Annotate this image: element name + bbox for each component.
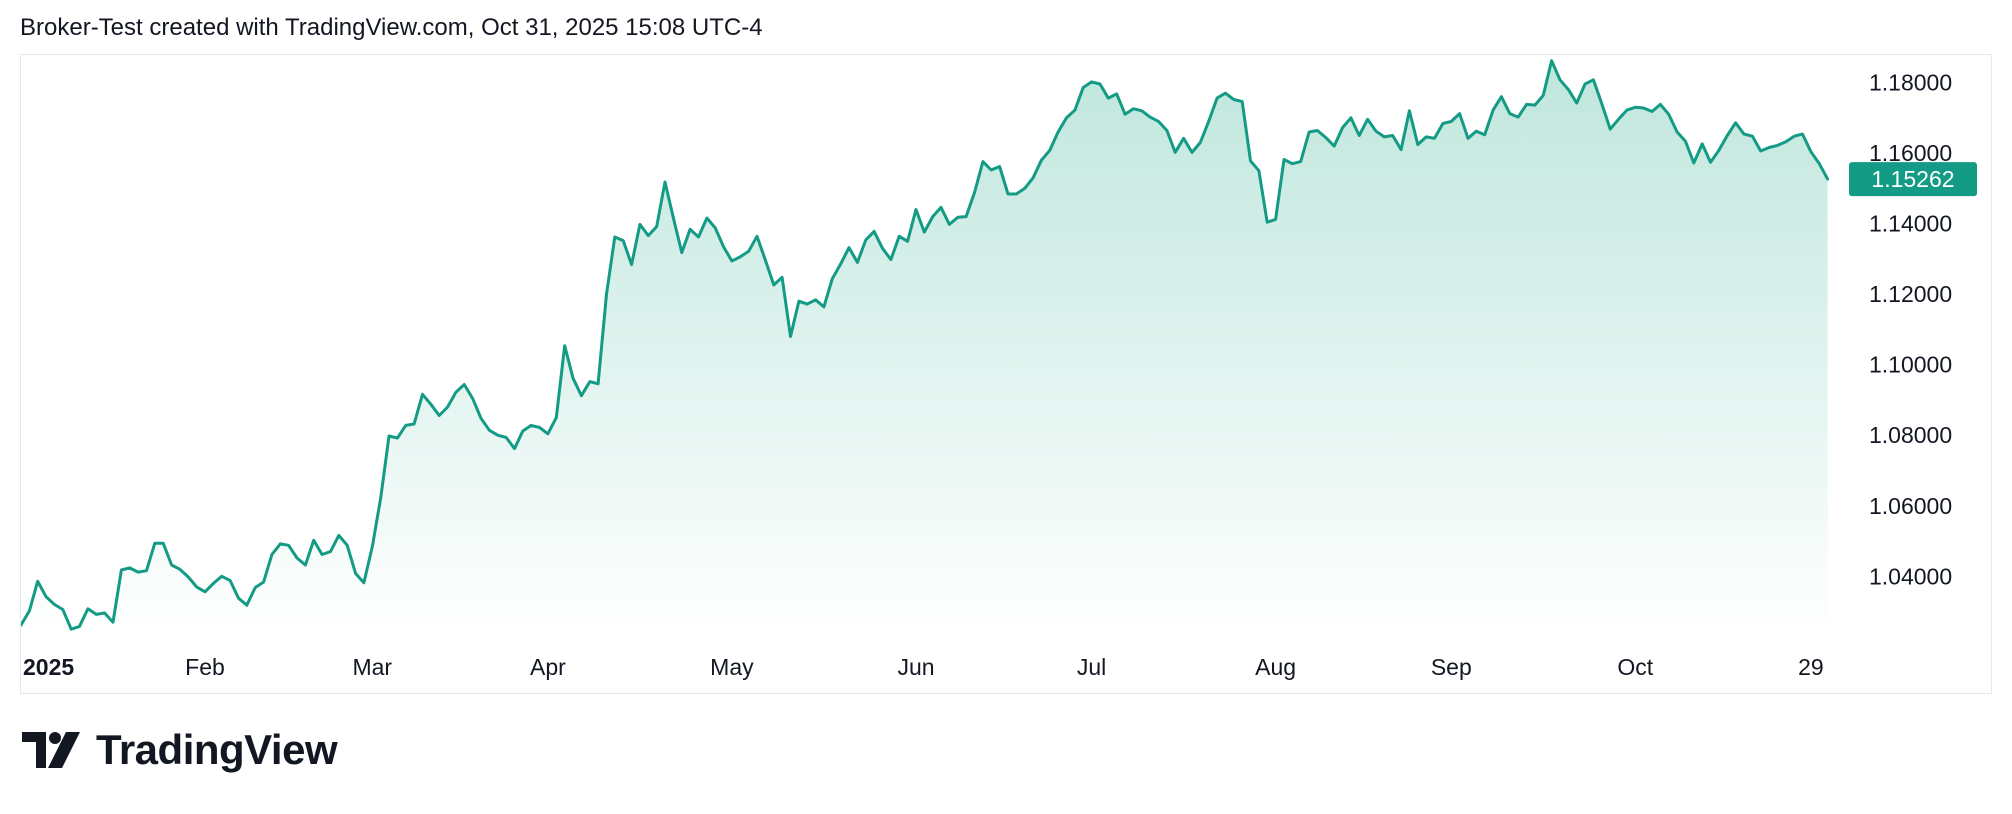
y-tick-label: 1.16000	[1869, 140, 1952, 166]
y-tick-label: 1.08000	[1869, 422, 1952, 448]
brand-name: TradingView	[96, 726, 338, 773]
tradingview-branding[interactable]: TradingView	[22, 726, 338, 774]
tradingview-logo-icon	[22, 732, 80, 768]
y-tick-label: 1.04000	[1869, 563, 1952, 589]
x-tick-label: May	[710, 654, 754, 680]
chart-caption: Broker-Test created with TradingView.com…	[20, 14, 763, 41]
chart-frame[interactable]: 1.04000 1.06000 1.08000 1.10000 1.12000 1.140…	[20, 54, 1992, 694]
x-tick-label: Feb	[185, 654, 225, 680]
x-tick-label: Oct	[1617, 654, 1653, 680]
last-price-badge	[1849, 162, 1977, 197]
series-line[interactable]	[21, 59, 1830, 631]
x-tick-label: Jul	[1077, 654, 1106, 680]
x-tick-label: Aug	[1255, 654, 1296, 680]
x-tick-label: Jun	[897, 654, 934, 680]
chart-canvas[interactable]: 1.04000 1.06000 1.08000 1.10000 1.12000 1.140…	[21, 55, 1991, 693]
y-tick-label: 1.06000	[1869, 493, 1952, 519]
x-tick-label: Apr	[530, 654, 566, 680]
area-fill	[21, 60, 1828, 635]
y-tick-label: 1.18000	[1869, 70, 1952, 96]
x-tick-label: 2025	[23, 654, 74, 680]
x-tick-label: Sep	[1431, 654, 1472, 680]
last-price-label: 1.15262	[1871, 166, 1954, 192]
y-tick-label: 1.14000	[1869, 211, 1952, 237]
x-tick-label: 29	[1798, 654, 1824, 680]
y-tick-label: 1.12000	[1869, 281, 1952, 307]
x-tick-label: Mar	[352, 654, 392, 680]
y-tick-label: 1.10000	[1869, 352, 1952, 378]
